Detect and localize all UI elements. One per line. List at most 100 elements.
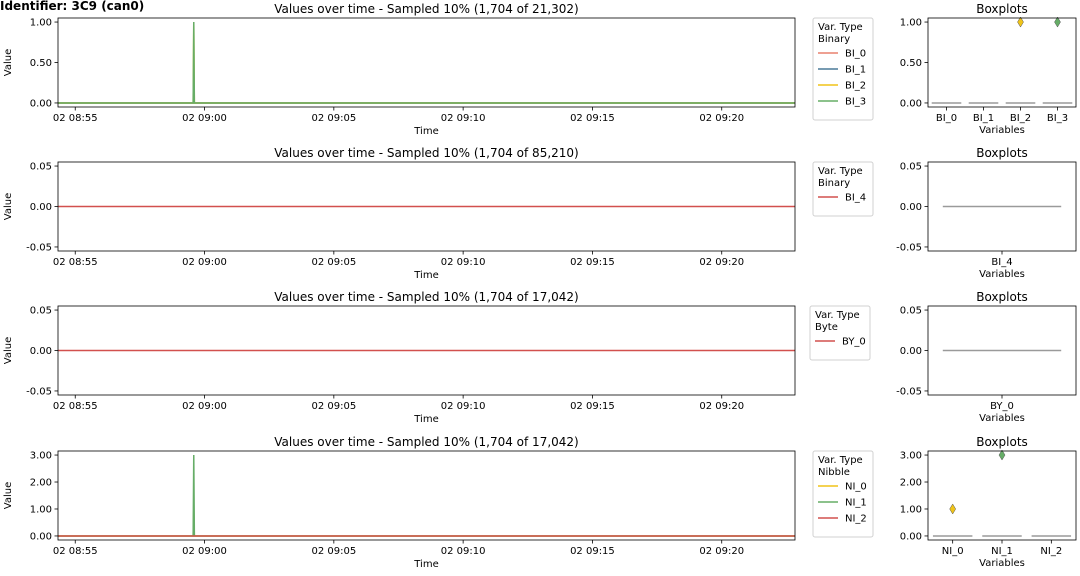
boxplot-chart-1: Boxplots BI_0 BI_1 BI_2 BI_3 0.00 0.50 1.00 Vari… <box>900 2 1077 136</box>
legend-frame <box>809 305 871 361</box>
legend-title: Var. Type <box>818 166 863 177</box>
y-tick-label: 0.00 <box>30 202 52 213</box>
y-tick-label: 0.00 <box>30 98 52 109</box>
chart-title: Values over time - Sampled 10% (1,704 of… <box>274 290 578 304</box>
chart-title: Boxplots <box>976 435 1028 449</box>
figure-title: Identifier: 3C9 (can0) <box>0 0 145 13</box>
boxplot-chart-2: Boxplots BI_4 -0.05 0.00 0.05 Variables <box>896 146 1077 280</box>
series-NI_1 <box>58 455 795 537</box>
x-tick-label: 02 09:00 <box>182 546 227 557</box>
chart-title: Boxplots <box>976 290 1028 304</box>
legend-entry-BY_0: BY_0 <box>842 337 866 348</box>
x-tick-label: 02 08:55 <box>53 546 98 557</box>
x-tick-label: 02 08:55 <box>53 257 98 268</box>
y-tick-label: 3.00 <box>900 451 922 462</box>
legend-entry-NI_1: NI_1 <box>845 498 867 509</box>
y-axis-label: Value <box>3 482 14 509</box>
x-tick-label: 02 09:00 <box>182 257 227 268</box>
x-tick-label: 02 09:10 <box>441 257 486 268</box>
x-tick-label: 02 09:20 <box>699 401 744 412</box>
y-tick-label: 2.00 <box>900 478 922 489</box>
x-tick-label: 02 09:05 <box>311 257 356 268</box>
box-BI_3 <box>1042 16 1073 104</box>
plot-frame <box>927 450 1077 541</box>
y-tick-label: 0.00 <box>900 531 922 542</box>
x-tick-label: BY_0 <box>990 401 1014 412</box>
line-chart-3: Values over time - Sampled 10% (1,704 of… <box>3 290 871 425</box>
x-tick-label: 02 09:05 <box>311 546 356 557</box>
box-outlier <box>1017 16 1024 28</box>
x-tick-label: BI_4 <box>991 257 1012 268</box>
y-tick-label: 3.00 <box>30 451 52 462</box>
legend-entry-NI_0: NI_0 <box>845 482 867 493</box>
x-axis-label: Variables <box>979 125 1025 136</box>
x-tick-label: 02 09:10 <box>441 546 486 557</box>
box-outlier <box>949 503 956 515</box>
series-BI_2 <box>58 22 795 104</box>
y-tick-label: 1.00 <box>30 18 52 29</box>
y-axis-label: Value <box>3 337 14 364</box>
x-tick-label: 02 09:00 <box>182 113 227 124</box>
legend-group: Byte <box>815 322 838 333</box>
legend-title: Var. Type <box>818 22 863 33</box>
line-chart-2: Values over time - Sampled 10% (1,704 of… <box>3 146 874 281</box>
x-axis-label: Time <box>413 126 438 137</box>
box-NI_0 <box>932 503 973 537</box>
x-tick-label: 02 09:20 <box>699 257 744 268</box>
y-tick-label: -0.05 <box>26 242 52 253</box>
legend-title: Var. Type <box>818 455 863 466</box>
x-tick-label: BI_1 <box>973 113 994 124</box>
y-tick-label: 1.00 <box>900 18 922 29</box>
y-tick-label: 0.00 <box>30 531 52 542</box>
line-chart-4: Values over time - Sampled 10% (1,704 of… <box>3 435 874 570</box>
legend-entry-BI_4: BI_4 <box>845 193 866 204</box>
y-tick-label: -0.05 <box>26 386 52 397</box>
y-tick-label: 1.00 <box>30 504 52 515</box>
x-tick-label: BI_3 <box>1047 113 1068 124</box>
y-tick-label: 1.00 <box>900 504 922 515</box>
box-BI_2 <box>1005 16 1036 104</box>
x-tick-label: 02 09:00 <box>182 401 227 412</box>
y-tick-label: 0.05 <box>900 306 922 317</box>
x-axis-label: Variables <box>979 558 1025 569</box>
x-tick-label: NI_1 <box>991 546 1013 557</box>
box-NI_1 <box>982 449 1022 537</box>
box-outlier <box>1054 16 1061 28</box>
legend-group: Nibble <box>818 467 850 478</box>
legend-group: Binary <box>818 178 850 189</box>
legend-frame <box>812 450 874 538</box>
x-tick-label: 02 08:55 <box>53 113 98 124</box>
y-tick-label: 0.00 <box>900 202 922 213</box>
boxplot-chart-3: Boxplots BY_0 -0.05 0.00 0.05 Variables <box>896 290 1077 424</box>
chart-title: Boxplots <box>976 2 1028 16</box>
x-tick-label: 02 08:55 <box>53 401 98 412</box>
series-line <box>58 22 795 104</box>
x-tick-label: 02 09:15 <box>570 546 615 557</box>
legend-frame <box>812 17 874 121</box>
chart-title: Values over time - Sampled 10% (1,704 of… <box>274 146 578 160</box>
x-tick-label: 02 09:10 <box>441 113 486 124</box>
y-axis-label: Value <box>3 49 14 76</box>
line-chart-1: Values over time - Sampled 10% (1,704 of… <box>3 2 874 137</box>
x-tick-label: 02 09:05 <box>311 113 356 124</box>
plot-frame <box>57 450 796 541</box>
y-tick-label: -0.05 <box>896 242 922 253</box>
legend-entry-BI_1: BI_1 <box>845 65 866 76</box>
y-tick-label: 0.50 <box>30 58 52 69</box>
legend-entry-BI_3: BI_3 <box>845 97 866 108</box>
x-tick-label: 02 09:15 <box>570 257 615 268</box>
series-NI_0 <box>58 508 795 537</box>
y-tick-label: 0.00 <box>30 346 52 357</box>
legend-frame <box>812 161 874 217</box>
legend-entry-BI_2: BI_2 <box>845 81 866 92</box>
x-tick-label: 02 09:15 <box>570 113 615 124</box>
y-tick-label: 0.00 <box>900 98 922 109</box>
y-tick-label: 0.00 <box>900 346 922 357</box>
series-line <box>58 508 795 537</box>
legend-entry-NI_2: NI_2 <box>845 514 867 525</box>
x-tick-label: BI_2 <box>1010 113 1031 124</box>
